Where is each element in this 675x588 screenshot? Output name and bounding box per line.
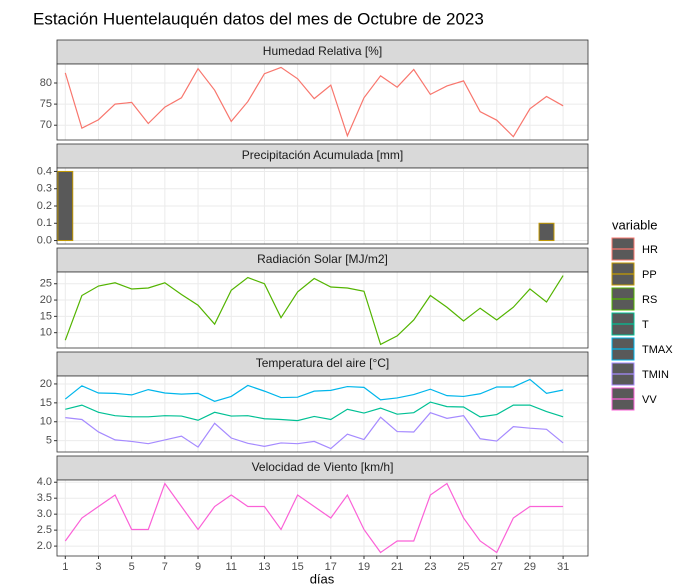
strip-label: Radiación Solar [MJ/m2] <box>257 252 388 266</box>
y-tick-label: 75 <box>40 98 52 110</box>
y-tick-label: 80 <box>40 77 52 89</box>
strip-label: Humedad Relativa [%] <box>263 44 382 58</box>
line <box>64 482 564 554</box>
y-tick-label: 0.0 <box>37 234 52 246</box>
strip-label: Temperatura del aire [°C] <box>256 356 390 370</box>
bar <box>57 170 74 242</box>
y-tick-label: 25 <box>40 278 52 290</box>
panel <box>57 64 588 140</box>
line <box>65 401 564 422</box>
x-tick-label: 29 <box>524 561 536 573</box>
legend-label: TMIN <box>642 369 669 381</box>
line <box>64 378 564 402</box>
legend-label: TMAX <box>642 344 673 356</box>
y-tick-label: 0.3 <box>37 183 52 195</box>
legend-title: variable <box>612 217 658 232</box>
strip <box>56 247 589 273</box>
panel-border <box>56 271 589 349</box>
legend-label: VV <box>642 394 657 406</box>
panel-border <box>56 375 589 453</box>
x-tick-label: 5 <box>129 561 135 573</box>
strip <box>56 143 589 169</box>
line <box>64 275 564 346</box>
panel <box>57 272 588 348</box>
y-tick-label: 0.2 <box>37 200 52 212</box>
y-tick-label: 20 <box>40 378 52 390</box>
strip <box>56 39 589 65</box>
legend-label: HR <box>642 244 658 256</box>
x-tick-label: 25 <box>457 561 469 573</box>
x-tick-label: 9 <box>195 561 201 573</box>
x-tick-label: 17 <box>325 561 337 573</box>
y-tick-label: 2.0 <box>37 540 52 552</box>
strip <box>56 351 589 377</box>
y-tick-label: 4.0 <box>37 476 52 488</box>
y-tick-label: 0.1 <box>37 217 52 229</box>
y-tick-label: 10 <box>40 327 52 339</box>
legend-label: RS <box>642 294 657 306</box>
x-tick-label: 31 <box>557 561 569 573</box>
y-tick-label: 15 <box>40 310 52 322</box>
x-axis-label: días <box>310 571 335 586</box>
x-tick-label: 27 <box>491 561 503 573</box>
strip <box>56 455 589 481</box>
strip-label: Velocidad de Viento [km/h] <box>252 460 394 474</box>
x-tick-label: 11 <box>226 561 237 573</box>
y-tick-label: 0.4 <box>37 165 52 177</box>
x-tick-label: 15 <box>291 561 303 573</box>
panel-border <box>56 63 589 141</box>
y-tick-label: 10 <box>40 416 52 428</box>
bar <box>538 222 555 242</box>
x-tick-label: 1 <box>62 561 68 573</box>
x-tick-label: 21 <box>391 561 403 573</box>
x-tick-label: 7 <box>162 561 168 573</box>
y-tick-label: 15 <box>40 397 52 409</box>
panel-border <box>56 479 589 557</box>
y-tick-label: 70 <box>40 119 52 131</box>
panel-border <box>56 167 589 245</box>
strip-label: Precipitación Acumulada [mm] <box>242 148 403 162</box>
y-tick-label: 20 <box>40 294 52 306</box>
line <box>64 66 564 138</box>
y-tick-label: 3.0 <box>37 508 52 520</box>
legend-label: PP <box>642 269 657 281</box>
y-tick-label: 5 <box>46 435 52 447</box>
panel <box>57 480 588 556</box>
y-tick-label: 3.5 <box>37 492 52 504</box>
line <box>65 411 564 450</box>
x-tick-label: 13 <box>258 561 270 573</box>
y-tick-label: 2.5 <box>37 524 52 536</box>
legend-label: T <box>642 319 649 331</box>
chart-title: Estación Huentelauquén datos del mes de … <box>33 9 484 28</box>
x-tick-label: 3 <box>95 561 101 573</box>
x-tick-label: 19 <box>358 561 370 573</box>
x-tick-label: 23 <box>424 561 436 573</box>
